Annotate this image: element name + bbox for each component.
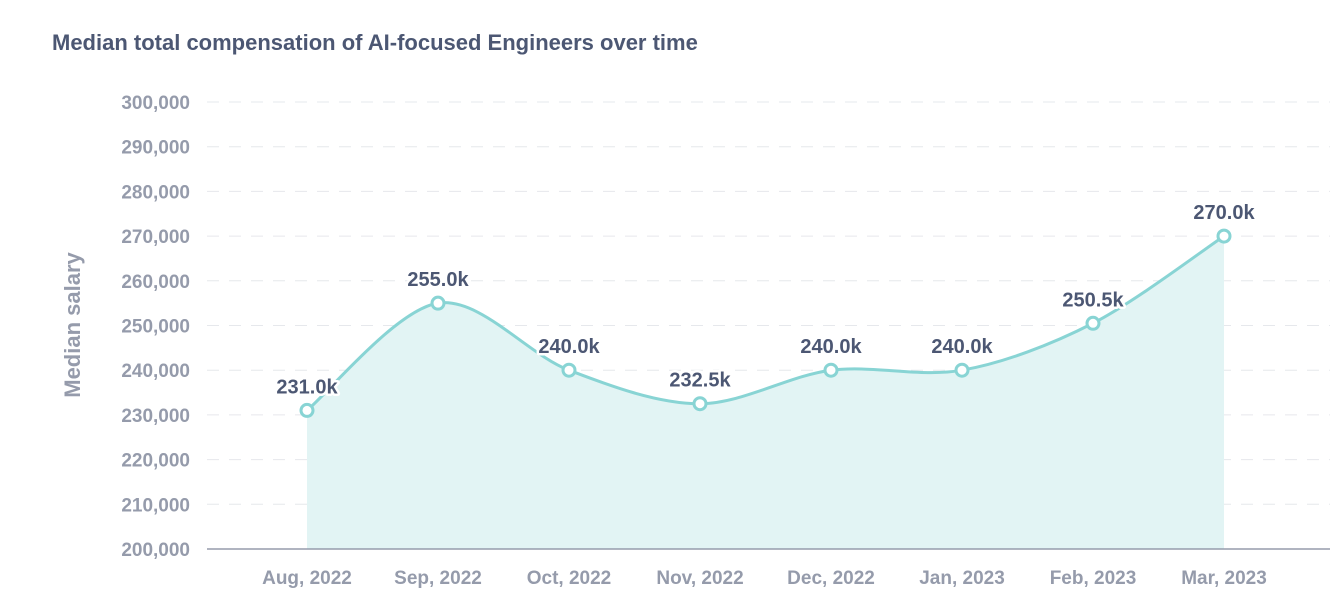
y-tick-label: 260,000 [121, 272, 190, 293]
data-point [1216, 228, 1232, 244]
data-label: 250.5k [1062, 289, 1124, 311]
data-point [823, 362, 839, 378]
y-tick-label: 240,000 [121, 361, 190, 382]
data-label: 231.0k [276, 376, 338, 398]
data-label: 255.0k [407, 269, 469, 291]
data-label: 240.0k [800, 336, 862, 358]
x-tick-label: Oct, 2022 [527, 568, 612, 589]
x-tick-label: Nov, 2022 [656, 568, 743, 589]
data-point [561, 362, 577, 378]
x-tick-label: Sep, 2022 [394, 568, 482, 589]
y-tick-label: 250,000 [121, 317, 190, 338]
y-tick-label: 210,000 [121, 495, 190, 516]
data-point [692, 396, 708, 412]
chart-title: Median total compensation of AI-focused … [52, 30, 698, 55]
data-point [1085, 315, 1101, 331]
data-point [299, 402, 315, 418]
data-point [430, 295, 446, 311]
x-tick-label: Dec, 2022 [787, 568, 875, 589]
data-label: 240.0k [931, 336, 993, 358]
y-tick-label: 270,000 [121, 227, 190, 248]
data-point [954, 362, 970, 378]
y-tick-label: 200,000 [121, 540, 190, 561]
x-tick-label: Mar, 2023 [1181, 568, 1267, 589]
area-fill [307, 236, 1224, 549]
data-label: 232.5k [669, 370, 731, 392]
x-tick-label: Feb, 2023 [1050, 568, 1137, 589]
y-tick-label: 280,000 [121, 182, 190, 203]
data-label: 270.0k [1193, 202, 1255, 224]
y-tick-label: 300,000 [121, 93, 190, 114]
y-tick-label: 290,000 [121, 138, 190, 159]
data-label: 240.0k [538, 336, 600, 358]
x-tick-label: Aug, 2022 [262, 568, 352, 589]
x-tick-label: Jan, 2023 [919, 568, 1005, 589]
y-tick-label: 220,000 [121, 451, 190, 472]
y-axis-label: Median salary [60, 251, 85, 397]
y-tick-label: 230,000 [121, 406, 190, 427]
